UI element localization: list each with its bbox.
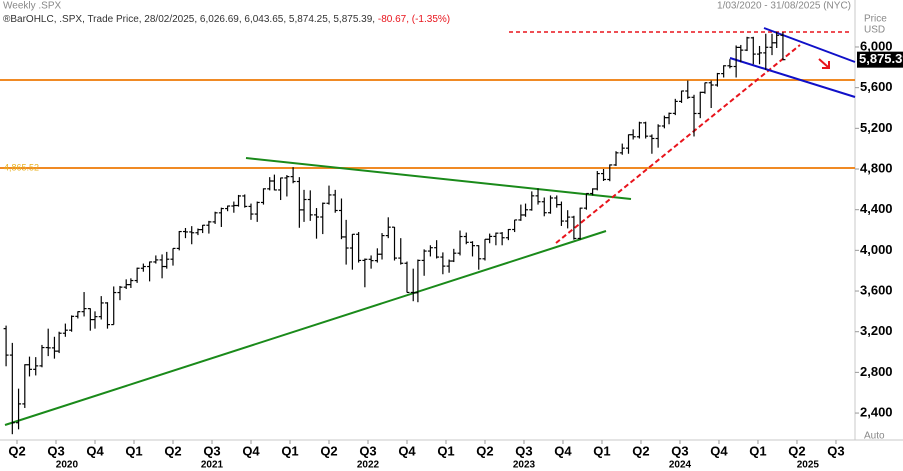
arrow — [818, 58, 830, 69]
year-label: 2022 — [357, 460, 380, 471]
y-tick-label: 3,200 — [860, 323, 893, 338]
x-tick-label: Q3 — [827, 443, 844, 458]
axis-unit: USD — [864, 25, 885, 36]
x-tick-label: Q2 — [632, 443, 649, 458]
legend: ®BarOHLC, .SPX, Trade Price, 28/02/2025,… — [3, 14, 450, 25]
trendline — [245, 157, 632, 200]
x-tick-label: Q4 — [398, 443, 416, 458]
x-tick-label: Q3 — [203, 443, 220, 458]
x-tick-label: Q3 — [359, 443, 376, 458]
axis-title: Price — [864, 14, 887, 25]
x-tick-label: Q1 — [593, 443, 610, 458]
y-tick-label: 6,000 — [860, 38, 893, 53]
x-tick-label: Q2 — [476, 443, 493, 458]
y-tick-label: 4,000 — [860, 242, 893, 257]
x-tick-label: Q2 — [8, 443, 25, 458]
x-tick-label: Q4 — [86, 443, 104, 458]
x-tick-label: Q1 — [749, 443, 766, 458]
channel-line — [763, 27, 856, 63]
trendline — [4, 230, 607, 426]
y-tick-label: 5,600 — [860, 79, 893, 94]
ohlc-series — [3, 31, 786, 435]
level-label: 4,865.52 — [4, 162, 39, 172]
x-tick-label: Q4 — [554, 443, 572, 458]
auto-label: Auto — [864, 431, 885, 442]
channel-line — [729, 57, 856, 98]
x-tick-label: Q1 — [125, 443, 142, 458]
legend-icon: ® — [3, 14, 11, 25]
x-tick-label: Q4 — [242, 443, 260, 458]
year-label: 2025 — [797, 460, 820, 471]
y-tick-label: 4,400 — [860, 201, 893, 216]
chart-title: Weekly .SPX — [3, 1, 61, 12]
y-tick-label: 3,600 — [860, 282, 893, 297]
legend-text: BarOHLC, .SPX, Trade Price, 28/02/2025, … — [10, 14, 375, 25]
last-price-box — [857, 51, 903, 68]
x-tick-label: Q2 — [320, 443, 337, 458]
year-label: 2020 — [56, 460, 79, 471]
x-tick-label: Q1 — [437, 443, 454, 458]
year-label: 2023 — [513, 460, 536, 471]
year-label: 2021 — [201, 460, 224, 471]
y-tick-label: 5,200 — [860, 120, 893, 135]
year-label: 2024 — [669, 460, 692, 471]
x-tick-label: Q1 — [281, 443, 298, 458]
x-tick-label: Q3 — [47, 443, 64, 458]
x-tick-label: Q4 — [710, 443, 728, 458]
x-tick-label: Q3 — [515, 443, 532, 458]
x-tick-label: Q2 — [164, 443, 181, 458]
change-text: -80.67, (-1.35%) — [378, 14, 450, 25]
trendline — [555, 44, 801, 244]
y-tick-label: 4,800 — [860, 160, 893, 175]
last-price-label: 5,875.39 — [859, 51, 903, 66]
y-tick-label: 2,800 — [860, 364, 893, 379]
x-tick-label: Q3 — [671, 443, 688, 458]
date-range: 1/03/2020 - 31/08/2025 (NYC) — [717, 1, 851, 12]
y-tick-label: 2,400 — [860, 404, 893, 419]
x-tick-label: Q2 — [788, 443, 805, 458]
